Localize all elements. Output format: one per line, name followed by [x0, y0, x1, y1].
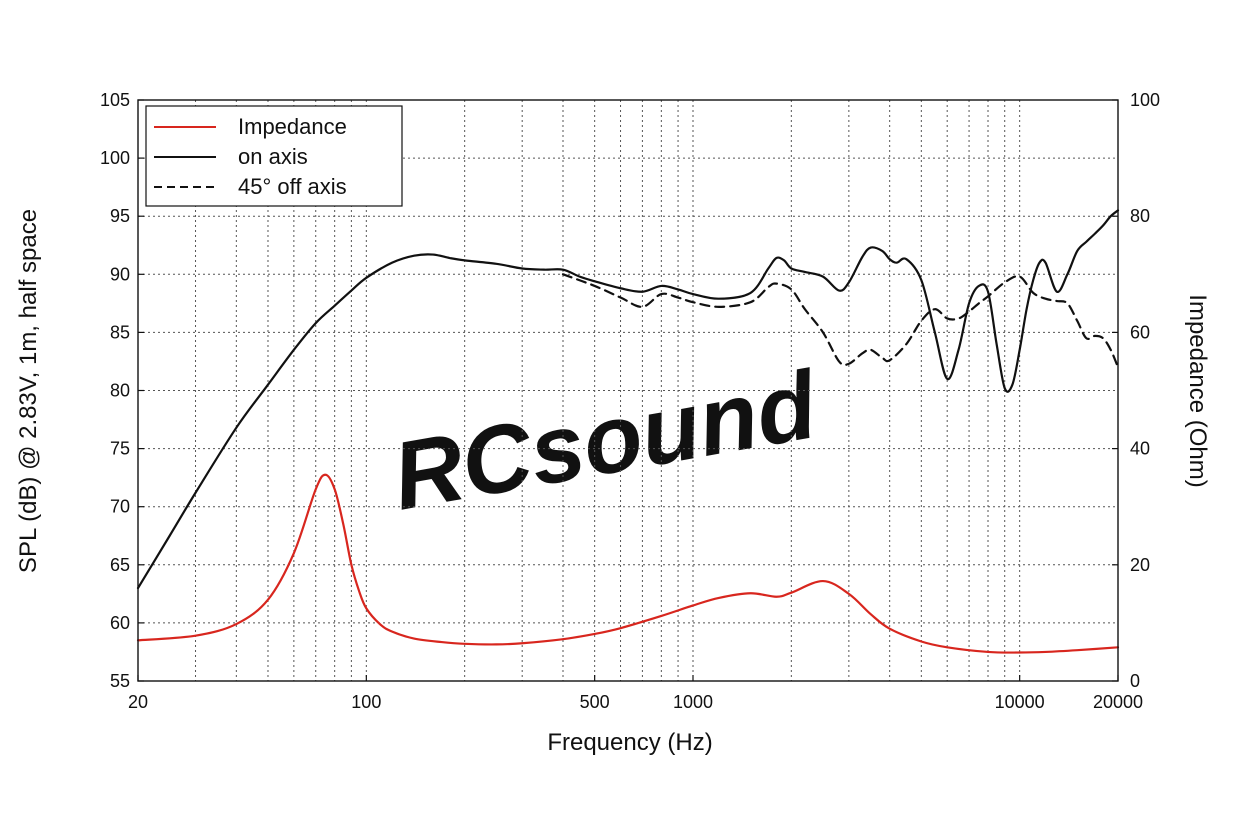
x-tick-label: 20000 — [1093, 692, 1143, 712]
x-tick-label: 20 — [128, 692, 148, 712]
y-tick-label: 65 — [110, 555, 130, 575]
y-tick-label: 95 — [110, 206, 130, 226]
y-tick-label: 100 — [100, 148, 130, 168]
series-line-impedance — [136, 473, 1120, 654]
y-tick-label: 70 — [110, 497, 130, 517]
legend-label-off-axis: 45° off axis — [238, 174, 347, 199]
grid — [138, 100, 1118, 681]
y2-tick-label: 0 — [1130, 671, 1140, 691]
x-tick-label: 10000 — [995, 692, 1045, 712]
x-axis-title: Frequency (Hz) — [547, 729, 712, 756]
x-tick-label: 500 — [580, 692, 610, 712]
series-line-on-axis — [136, 209, 1120, 590]
y-tick-label: 55 — [110, 671, 130, 691]
y-tick-label: 80 — [110, 381, 130, 401]
x-tick-label: 1000 — [673, 692, 713, 712]
y-axis-title: SPL (dB) @ 2.83V, 1m, half space — [15, 209, 42, 573]
x-tick-label: 100 — [351, 692, 381, 712]
y2-tick-label: 60 — [1130, 322, 1150, 342]
y-tick-label: 105 — [100, 90, 130, 110]
y2-tick-label: 40 — [1130, 439, 1150, 459]
plot-series — [136, 209, 1120, 654]
series-line-45-off-axis — [561, 273, 1120, 369]
legend-label-impedance: Impedance — [238, 114, 347, 139]
y2-tick-label: 80 — [1130, 206, 1150, 226]
legend-label-on-axis: on axis — [238, 144, 308, 169]
y2-tick-label: 100 — [1130, 90, 1160, 110]
y-tick-label: 75 — [110, 439, 130, 459]
watermark-logo: RCsound — [385, 351, 826, 531]
y-tick-label: 90 — [110, 264, 130, 284]
axes: 55 60 65 70 75 80 85 90 95 100 105 0 20 40 60 80 100 20 10… — [100, 90, 1160, 712]
y-tick-label: 85 — [110, 322, 130, 342]
legend: Impedance on axis 45° off axis — [145, 105, 403, 207]
y-tick-label: 60 — [110, 613, 130, 633]
y2-tick-label: 20 — [1130, 555, 1150, 575]
y2-axis-title: Impedance (Ohm) — [1184, 294, 1211, 487]
